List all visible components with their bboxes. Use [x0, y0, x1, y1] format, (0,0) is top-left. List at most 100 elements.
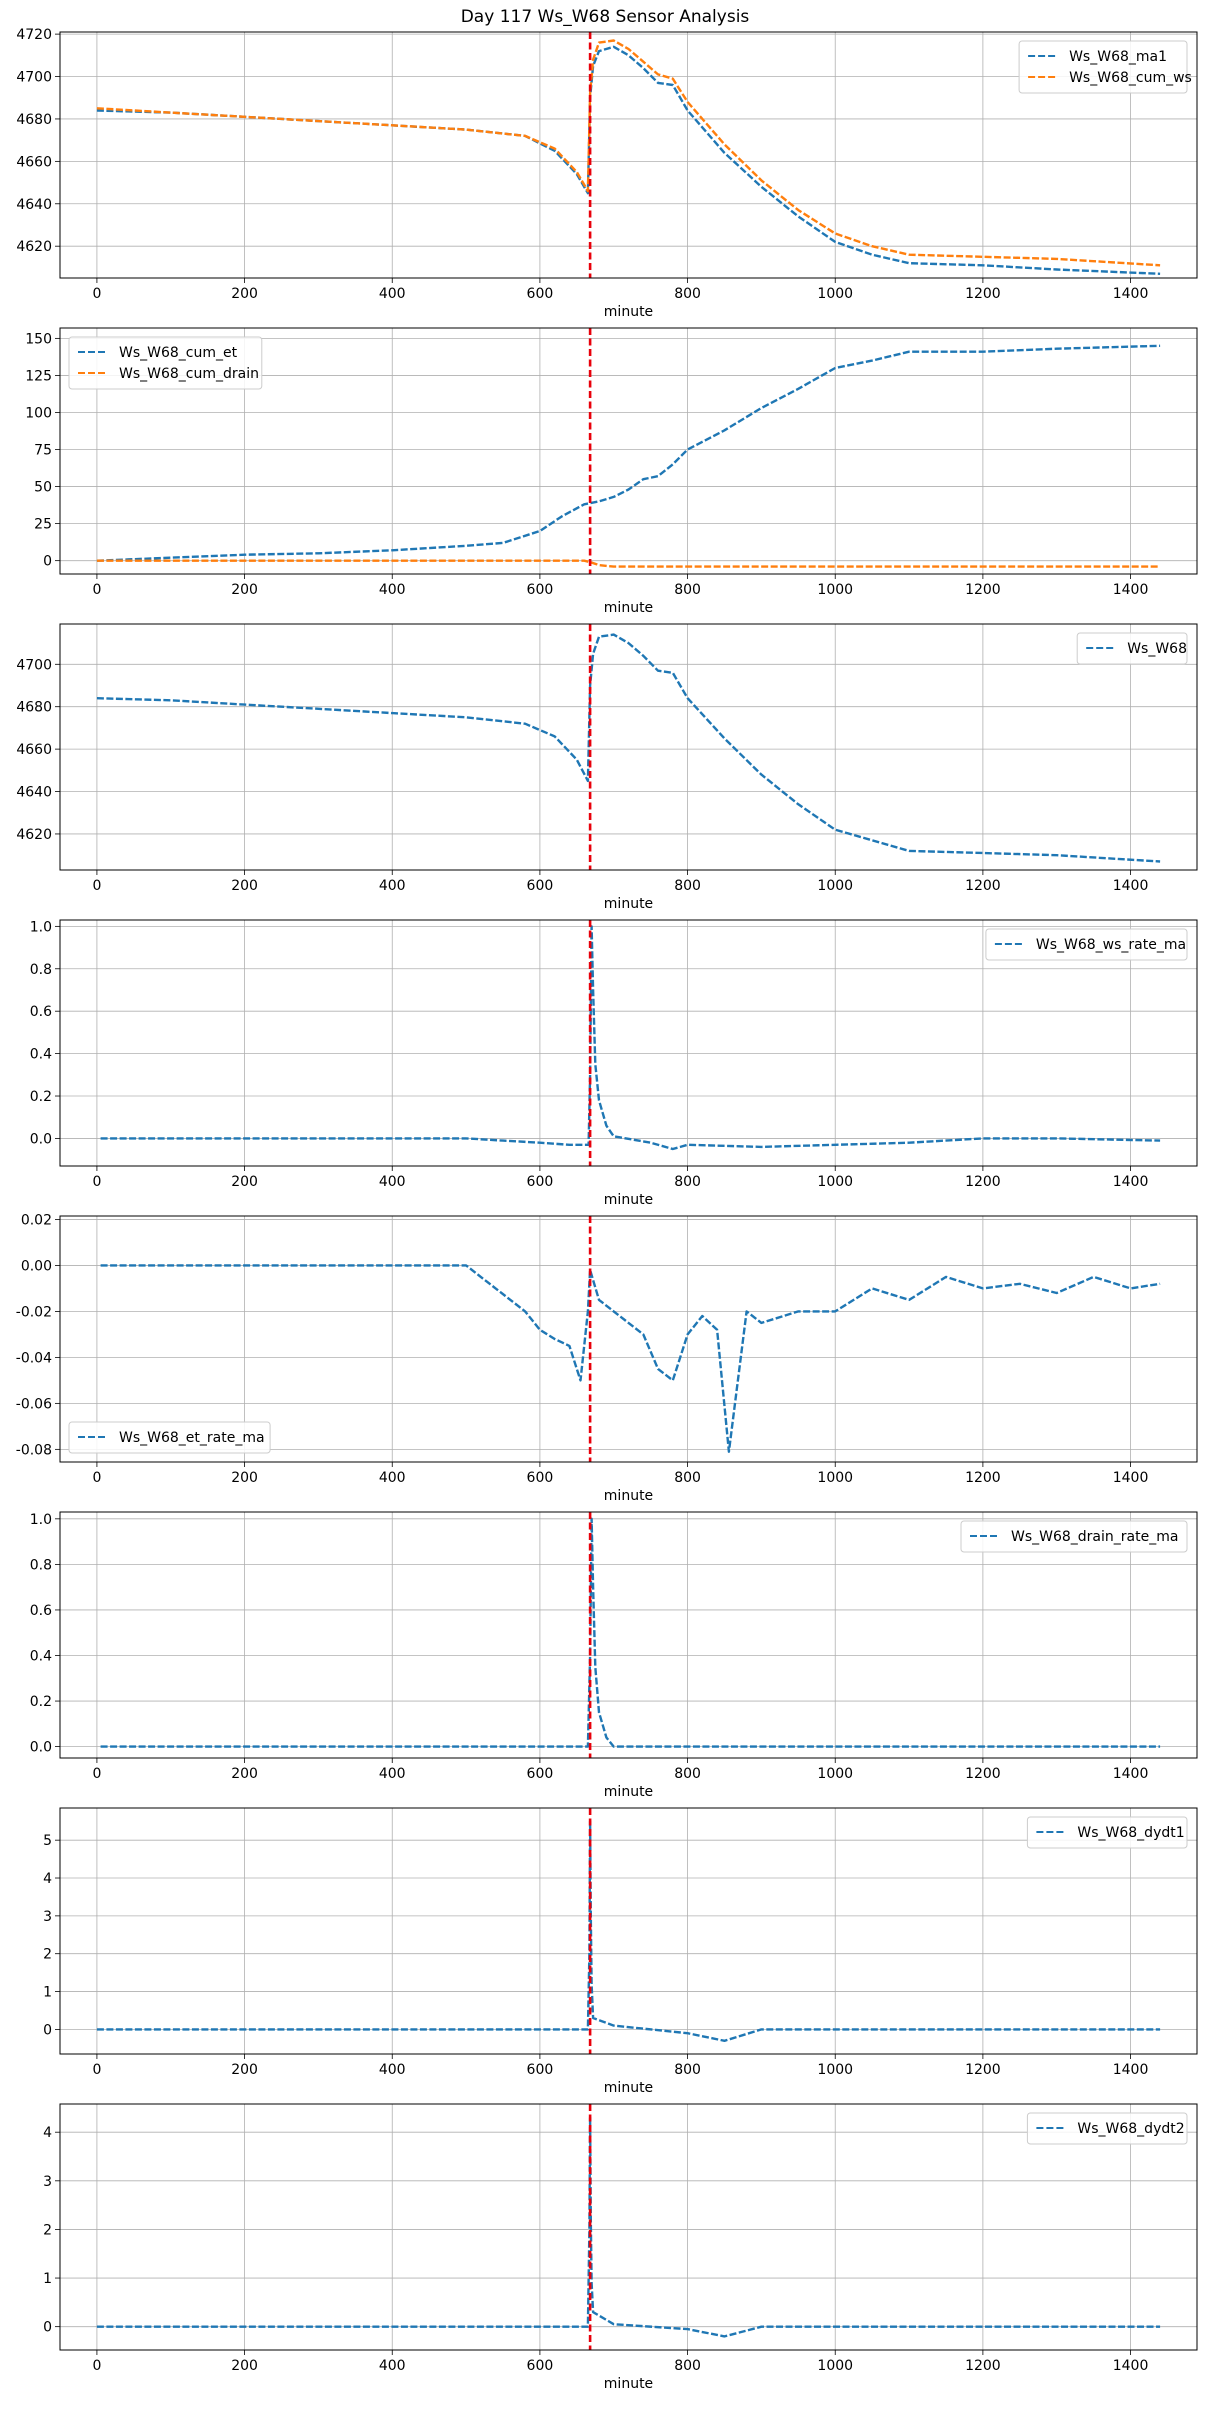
legend: Ws_W68_ws_rate_ma: [985, 928, 1188, 961]
legend-label: Ws_W68_ws_rate_ma: [1036, 937, 1186, 953]
axes-frame: [59, 1511, 1198, 1759]
y-tick-label: 4660: [16, 154, 52, 170]
legend-label: Ws_W68_et_rate_ma: [119, 1430, 265, 1446]
x-tick-label: 1000: [817, 2062, 853, 2078]
series-line-Ws_W68_cum_ws: [96, 39, 1161, 267]
series-line-Ws_W68_et_rate_ma: [100, 1264, 1161, 1453]
x-tick-label: 0: [92, 2062, 101, 2078]
subplot-2: 0 200 400 600 800 1000 1200 1400 0 25 50 75 100 125 15…: [25, 327, 1198, 616]
subplot-6: 0 200 400 600 800 1000 1200 1400 0.0 0.2 0.4 0.6 0.8…: [30, 1511, 1198, 1800]
subplot-8: 0 200 400 600 800 1000 1200 1400 0 1 2 3 4 minute Ws_W…: [43, 2103, 1198, 2392]
y-tick-label: 0.4: [30, 1047, 52, 1063]
y-tick-label: 4620: [16, 827, 52, 843]
x-tick-label: 1400: [1113, 582, 1149, 598]
x-axis-label: minute: [604, 1192, 653, 1208]
y-tick-label: 125: [25, 368, 52, 384]
y-tick-label: 2: [43, 1947, 52, 1963]
x-tick-label: 0: [92, 2358, 101, 2374]
x-tick-label: 600: [527, 878, 554, 894]
x-tick-label: 200: [231, 1174, 258, 1190]
y-tick-label: 0: [43, 2320, 52, 2336]
x-axis-label: minute: [604, 2080, 653, 2096]
legend: Ws_W68_cum_et Ws_W68_cum_drain: [68, 336, 263, 390]
y-tick-label: 0.2: [30, 1089, 52, 1105]
x-tick-label: 800: [674, 286, 701, 302]
y-tick-label: 4: [43, 1871, 52, 1887]
x-tick-label: 800: [674, 2358, 701, 2374]
x-tick-label: 800: [674, 1174, 701, 1190]
legend-box: [68, 1421, 271, 1454]
x-tick-label: 600: [527, 1470, 554, 1486]
legend-box: [1026, 1816, 1188, 1849]
x-axis-label: minute: [604, 1488, 653, 1504]
x-tick-label: 600: [527, 582, 554, 598]
y-tick-label: 4: [43, 2125, 52, 2141]
x-tick-label: 1400: [1113, 1470, 1149, 1486]
legend-label: Ws_W68_drain_rate_ma: [1011, 1529, 1178, 1545]
x-tick-label: 400: [379, 1766, 406, 1782]
y-tick-label: 150: [25, 331, 52, 347]
y-tick-label: 0.6: [30, 1603, 52, 1619]
x-tick-label: 200: [231, 1470, 258, 1486]
axes-frame: [59, 2103, 1198, 2351]
x-tick-label: 800: [674, 878, 701, 894]
y-tick-label: -0.04: [16, 1350, 52, 1366]
x-tick-label: 1200: [965, 582, 1001, 598]
legend-box: [985, 928, 1188, 961]
y-tick-label: 2: [43, 2222, 52, 2238]
x-tick-label: 400: [379, 1470, 406, 1486]
x-tick-label: 800: [674, 2062, 701, 2078]
series-line-Ws_W68_cum_et: [96, 344, 1161, 562]
y-tick-label: 4680: [16, 112, 52, 128]
y-tick-label: 100: [25, 405, 52, 421]
x-tick-label: 0: [92, 286, 101, 302]
legend: Ws_W68_et_rate_ma: [68, 1421, 271, 1454]
x-tick-label: 1200: [965, 286, 1001, 302]
x-tick-label: 1200: [965, 1766, 1001, 1782]
x-tick-label: 1000: [817, 286, 853, 302]
x-tick-label: 1400: [1113, 878, 1149, 894]
x-axis-label: minute: [604, 600, 653, 616]
x-tick-label: 1400: [1113, 2358, 1149, 2374]
x-tick-label: 0: [92, 1766, 101, 1782]
x-tick-label: 1400: [1113, 286, 1149, 302]
y-tick-label: 1.0: [30, 1512, 52, 1528]
y-tick-label: 3: [43, 1909, 52, 1925]
y-tick-label: -0.02: [16, 1304, 52, 1320]
x-tick-label: 200: [231, 1766, 258, 1782]
x-axis-label: minute: [604, 2376, 653, 2392]
y-tick-label: 0.0: [30, 1740, 52, 1756]
y-tick-label: 75: [34, 443, 52, 459]
x-tick-label: 600: [527, 1766, 554, 1782]
y-tick-label: 0.0: [30, 1131, 52, 1147]
x-tick-label: 0: [92, 1174, 101, 1190]
legend-label: Ws_W68_dydt1: [1077, 1825, 1184, 1841]
legend-label: Ws_W68_cum_ws: [1069, 70, 1192, 86]
series-line-Ws_W68: [96, 633, 1161, 863]
y-tick-label: 4700: [16, 657, 52, 673]
x-tick-label: 1200: [965, 1174, 1001, 1190]
y-tick-label: 0.02: [21, 1212, 52, 1228]
y-tick-label: 5: [43, 1833, 52, 1849]
x-tick-label: 400: [379, 2358, 406, 2374]
x-tick-label: 1400: [1113, 1766, 1149, 1782]
axes-frame: [59, 327, 1198, 575]
y-tick-label: -0.06: [16, 1396, 52, 1412]
x-tick-label: 1200: [965, 2358, 1001, 2374]
y-tick-label: 1.0: [30, 919, 52, 935]
subplot-7: 0 200 400 600 800 1000 1200 1400 0 1 2 3 4 5 minute Ws_…: [43, 1807, 1198, 2096]
subplot-4: 0 200 400 600 800 1000 1200 1400 0.0 0.2 0.4 0.6 0.8…: [30, 919, 1198, 1208]
y-tick-label: 4660: [16, 742, 52, 758]
x-tick-label: 0: [92, 1470, 101, 1486]
series-line-Ws_W68_ws_rate_ma: [100, 925, 1161, 1151]
legend-box: [1076, 632, 1188, 665]
x-axis-label: minute: [604, 896, 653, 912]
x-tick-label: 400: [379, 1174, 406, 1190]
legend: Ws_W68: [1076, 632, 1188, 665]
subplot-3: 0 200 400 600 800 1000 1200 1400 4620 4640 4660 468…: [16, 623, 1198, 912]
y-tick-label: 4620: [16, 239, 52, 255]
y-tick-label: 0.2: [30, 1694, 52, 1710]
x-axis-label: minute: [604, 1784, 653, 1800]
y-tick-label: 0.8: [30, 962, 52, 978]
